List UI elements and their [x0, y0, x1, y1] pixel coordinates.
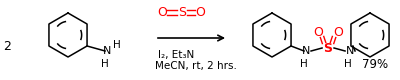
Text: 2: 2	[3, 40, 11, 53]
Text: O: O	[195, 6, 205, 18]
Text: N: N	[346, 46, 354, 56]
Text: H: H	[113, 40, 121, 50]
Text: O: O	[157, 6, 167, 18]
Text: S: S	[324, 42, 332, 54]
Text: S: S	[178, 6, 186, 18]
Text: O: O	[333, 26, 343, 38]
Text: H: H	[101, 59, 109, 69]
Text: MeCN, rt, 2 hrs.: MeCN, rt, 2 hrs.	[155, 61, 237, 71]
Text: H: H	[344, 59, 352, 69]
Text: 79%: 79%	[362, 58, 388, 70]
Text: N: N	[302, 46, 310, 56]
Text: I₂, Et₃N: I₂, Et₃N	[158, 50, 194, 60]
Text: O: O	[313, 26, 323, 38]
Text: H: H	[300, 59, 308, 69]
Text: N: N	[103, 46, 111, 56]
